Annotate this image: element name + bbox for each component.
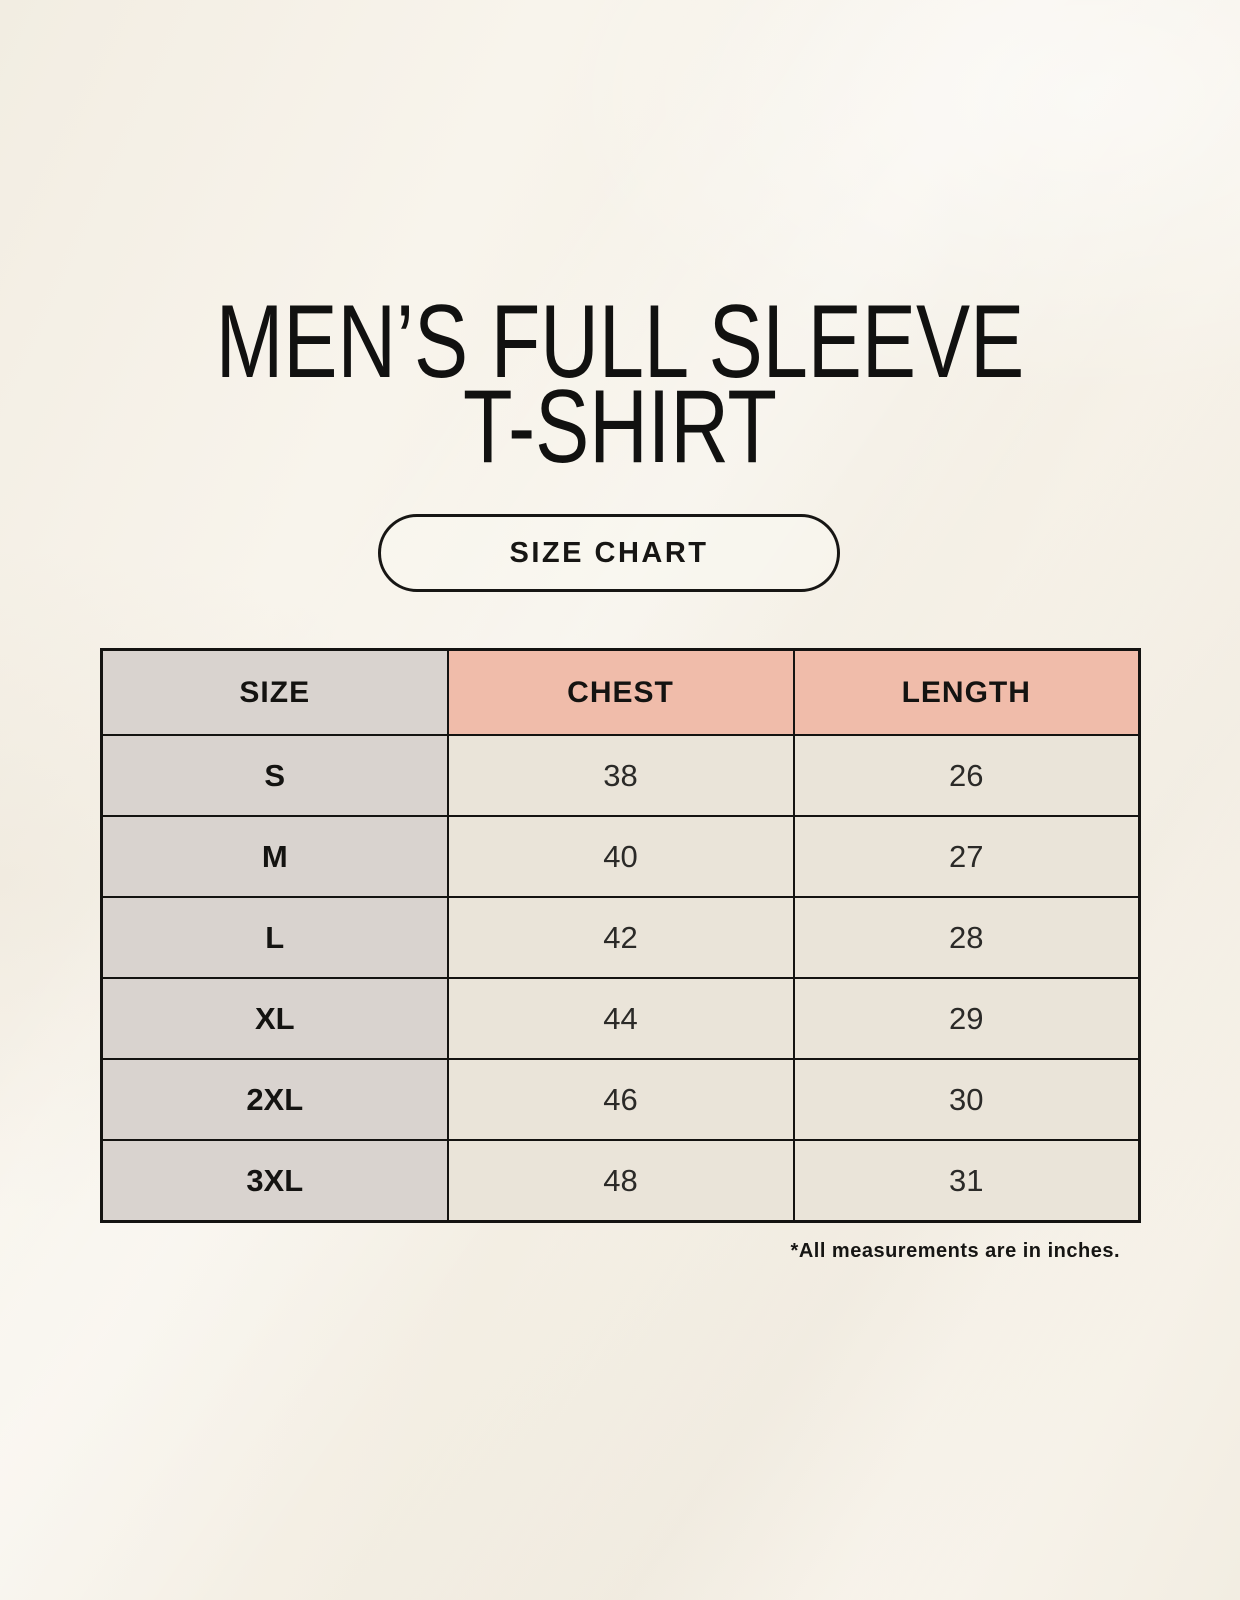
length-value-cell: 31 bbox=[792, 1139, 1141, 1223]
size-label-cell: 2XL bbox=[100, 1058, 449, 1141]
chest-value-cell: 44 bbox=[446, 977, 795, 1060]
chest-value-cell: 46 bbox=[446, 1058, 795, 1141]
table-row: 3XL 48 31 bbox=[100, 1139, 1141, 1223]
column-header-length: LENGTH bbox=[792, 648, 1141, 736]
length-value-cell: 26 bbox=[792, 734, 1141, 817]
chest-value-cell: 38 bbox=[446, 734, 795, 817]
column-header-chest: CHEST bbox=[446, 648, 795, 736]
page-title-line2: T-SHIRT bbox=[463, 369, 777, 486]
length-value-cell: 30 bbox=[792, 1058, 1141, 1141]
measurements-footnote: *All measurements are in inches. bbox=[790, 1240, 1120, 1262]
chest-value-cell: 42 bbox=[446, 896, 795, 979]
header-row: SIZE CHEST LENGTH bbox=[100, 648, 1141, 736]
table-row: XL 44 29 bbox=[100, 977, 1141, 1060]
chest-value-cell: 48 bbox=[446, 1139, 795, 1223]
size-chart-table-container: SIZE CHEST LENGTH S 38 26 M 40 27 L 42 2… bbox=[100, 648, 1141, 1223]
size-chart-table: SIZE CHEST LENGTH S 38 26 M 40 27 L 42 2… bbox=[100, 648, 1141, 1223]
table-row: M 40 27 bbox=[100, 815, 1141, 898]
size-chart-button-label: SIZE CHART bbox=[509, 536, 709, 569]
table-row: L 42 28 bbox=[100, 896, 1141, 979]
page-title-line1: MEN’S FULL SLEEVE bbox=[215, 284, 1025, 400]
table-row: 2XL 46 30 bbox=[100, 1058, 1141, 1141]
size-label-cell: 3XL bbox=[100, 1139, 449, 1223]
table-row: S 38 26 bbox=[100, 734, 1141, 817]
size-label-cell: S bbox=[100, 734, 449, 817]
column-header-size: SIZE bbox=[100, 648, 449, 736]
chest-value-cell: 40 bbox=[446, 815, 795, 898]
size-label-cell: XL bbox=[100, 977, 449, 1060]
size-chart-button[interactable]: SIZE CHART bbox=[378, 514, 840, 592]
length-value-cell: 29 bbox=[792, 977, 1141, 1060]
length-value-cell: 28 bbox=[792, 896, 1141, 979]
size-label-cell: M bbox=[100, 815, 449, 898]
page-title: MEN’S FULL SLEEVE T-SHIRT bbox=[136, 284, 1103, 486]
length-value-cell: 27 bbox=[792, 815, 1141, 898]
size-label-cell: L bbox=[100, 896, 449, 979]
